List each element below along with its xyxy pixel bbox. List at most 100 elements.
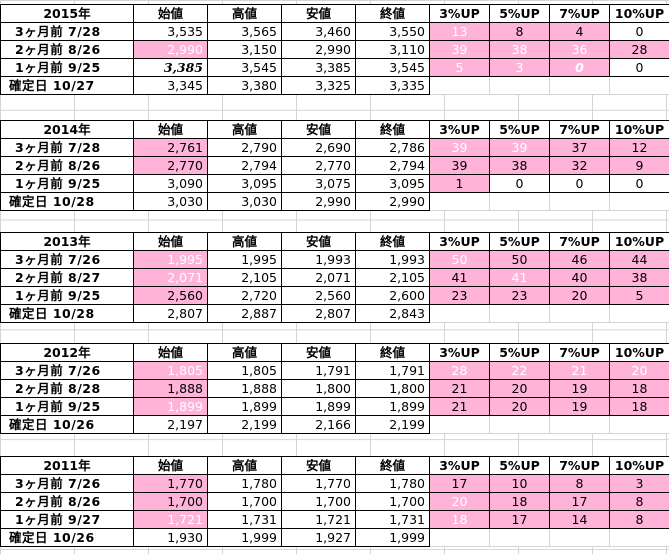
up7-cell[interactable]: 46 bbox=[549, 250, 610, 269]
open-cell[interactable]: 1,930 bbox=[133, 528, 208, 547]
open-cell[interactable]: 1,770 bbox=[133, 474, 208, 493]
header-3up[interactable]: 3%UP bbox=[429, 456, 490, 475]
up10-cell[interactable]: 0 bbox=[609, 174, 669, 193]
row-label[interactable]: 3ヶ月前 7/26 bbox=[0, 361, 134, 380]
empty-cell[interactable] bbox=[489, 76, 550, 95]
close-cell[interactable]: 2,600 bbox=[355, 286, 430, 305]
header-10up[interactable]: 10%UP bbox=[609, 232, 669, 251]
up5-cell[interactable]: 20 bbox=[489, 379, 550, 398]
empty-cell[interactable] bbox=[489, 304, 550, 323]
up3-cell[interactable]: 39 bbox=[429, 156, 490, 175]
close-cell[interactable]: 3,110 bbox=[355, 40, 430, 59]
high-cell[interactable]: 1,780 bbox=[207, 474, 282, 493]
high-cell[interactable]: 2,887 bbox=[207, 304, 282, 323]
up7-cell[interactable]: 21 bbox=[549, 361, 610, 380]
close-cell[interactable]: 1,899 bbox=[355, 397, 430, 416]
header-open[interactable]: 始値 bbox=[133, 232, 208, 251]
up10-cell[interactable]: 5 bbox=[609, 286, 669, 305]
empty-cell[interactable] bbox=[429, 528, 490, 547]
low-cell[interactable]: 2,770 bbox=[281, 156, 356, 175]
open-cell[interactable]: 3,345 bbox=[133, 76, 208, 95]
up7-cell[interactable]: 17 bbox=[549, 492, 610, 511]
up3-cell[interactable]: 41 bbox=[429, 268, 490, 287]
up7-cell[interactable]: 4 bbox=[549, 22, 610, 41]
header-high[interactable]: 高値 bbox=[207, 456, 282, 475]
up5-cell[interactable]: 38 bbox=[489, 40, 550, 59]
up7-cell[interactable]: 14 bbox=[549, 510, 610, 529]
up7-cell[interactable]: 37 bbox=[549, 138, 610, 157]
header-7up[interactable]: 7%UP bbox=[549, 232, 610, 251]
empty-cell[interactable] bbox=[489, 415, 550, 434]
row-label[interactable]: 2ヶ月前 8/28 bbox=[0, 379, 134, 398]
row-label[interactable]: 1ヶ月前 9/25 bbox=[0, 286, 134, 305]
up10-cell[interactable]: 18 bbox=[609, 397, 669, 416]
high-cell[interactable]: 1,731 bbox=[207, 510, 282, 529]
header-high[interactable]: 高値 bbox=[207, 120, 282, 139]
header-open[interactable]: 始値 bbox=[133, 120, 208, 139]
low-cell[interactable]: 1,770 bbox=[281, 474, 356, 493]
row-label[interactable]: 1ヶ月前 9/27 bbox=[0, 510, 134, 529]
low-cell[interactable]: 2,807 bbox=[281, 304, 356, 323]
up10-cell[interactable]: 0 bbox=[609, 22, 669, 41]
high-cell[interactable]: 2,790 bbox=[207, 138, 282, 157]
header-low[interactable]: 安値 bbox=[281, 120, 356, 139]
up3-cell[interactable]: 23 bbox=[429, 286, 490, 305]
low-cell[interactable]: 2,690 bbox=[281, 138, 356, 157]
empty-cell[interactable] bbox=[429, 304, 490, 323]
up3-cell[interactable]: 39 bbox=[429, 40, 490, 59]
row-label[interactable]: 確定日 10/27 bbox=[0, 76, 134, 95]
row-label[interactable]: 2ヶ月前 8/26 bbox=[0, 156, 134, 175]
row-label[interactable]: 3ヶ月前 7/26 bbox=[0, 474, 134, 493]
up10-cell[interactable]: 44 bbox=[609, 250, 669, 269]
up3-cell[interactable]: 21 bbox=[429, 379, 490, 398]
empty-cell[interactable] bbox=[429, 192, 490, 211]
up10-cell[interactable]: 9 bbox=[609, 156, 669, 175]
up10-cell[interactable]: 3 bbox=[609, 474, 669, 493]
open-cell[interactable]: 2,807 bbox=[133, 304, 208, 323]
up5-cell[interactable]: 50 bbox=[489, 250, 550, 269]
close-cell[interactable]: 2,105 bbox=[355, 268, 430, 287]
high-cell[interactable]: 3,095 bbox=[207, 174, 282, 193]
header-3up[interactable]: 3%UP bbox=[429, 120, 490, 139]
up10-cell[interactable]: 20 bbox=[609, 361, 669, 380]
up3-cell[interactable]: 18 bbox=[429, 510, 490, 529]
up10-cell[interactable]: 12 bbox=[609, 138, 669, 157]
close-cell[interactable]: 3,550 bbox=[355, 22, 430, 41]
up7-cell[interactable]: 20 bbox=[549, 286, 610, 305]
high-cell[interactable]: 1,899 bbox=[207, 397, 282, 416]
empty-cell[interactable] bbox=[609, 415, 669, 434]
high-cell[interactable]: 3,565 bbox=[207, 22, 282, 41]
header-close[interactable]: 終値 bbox=[355, 4, 430, 23]
close-cell[interactable]: 2,786 bbox=[355, 138, 430, 157]
up5-cell[interactable]: 20 bbox=[489, 397, 550, 416]
header-5up[interactable]: 5%UP bbox=[489, 343, 550, 362]
empty-cell[interactable] bbox=[489, 528, 550, 547]
header-10up[interactable]: 10%UP bbox=[609, 343, 669, 362]
header-low[interactable]: 安値 bbox=[281, 343, 356, 362]
high-cell[interactable]: 3,150 bbox=[207, 40, 282, 59]
high-cell[interactable]: 1,999 bbox=[207, 528, 282, 547]
open-cell[interactable]: 2,197 bbox=[133, 415, 208, 434]
header-7up[interactable]: 7%UP bbox=[549, 343, 610, 362]
close-cell[interactable]: 1,999 bbox=[355, 528, 430, 547]
up3-cell[interactable]: 28 bbox=[429, 361, 490, 380]
up5-cell[interactable]: 17 bbox=[489, 510, 550, 529]
close-cell[interactable]: 1,731 bbox=[355, 510, 430, 529]
low-cell[interactable]: 1,899 bbox=[281, 397, 356, 416]
up7-cell[interactable]: 0 bbox=[549, 58, 610, 77]
row-label[interactable]: 1ヶ月前 9/25 bbox=[0, 397, 134, 416]
high-cell[interactable]: 3,380 bbox=[207, 76, 282, 95]
header-low[interactable]: 安値 bbox=[281, 232, 356, 251]
empty-cell[interactable] bbox=[429, 415, 490, 434]
row-label[interactable]: 確定日 10/28 bbox=[0, 304, 134, 323]
row-label[interactable]: 2ヶ月前 8/26 bbox=[0, 492, 134, 511]
up10-cell[interactable]: 38 bbox=[609, 268, 669, 287]
up5-cell[interactable]: 39 bbox=[489, 138, 550, 157]
row-label[interactable]: 3ヶ月前 7/28 bbox=[0, 22, 134, 41]
up10-cell[interactable]: 0 bbox=[609, 58, 669, 77]
up3-cell[interactable]: 1 bbox=[429, 174, 490, 193]
header-7up[interactable]: 7%UP bbox=[549, 4, 610, 23]
year-cell[interactable]: 2014年 bbox=[0, 120, 134, 139]
empty-cell[interactable] bbox=[609, 304, 669, 323]
header-open[interactable]: 始値 bbox=[133, 343, 208, 362]
